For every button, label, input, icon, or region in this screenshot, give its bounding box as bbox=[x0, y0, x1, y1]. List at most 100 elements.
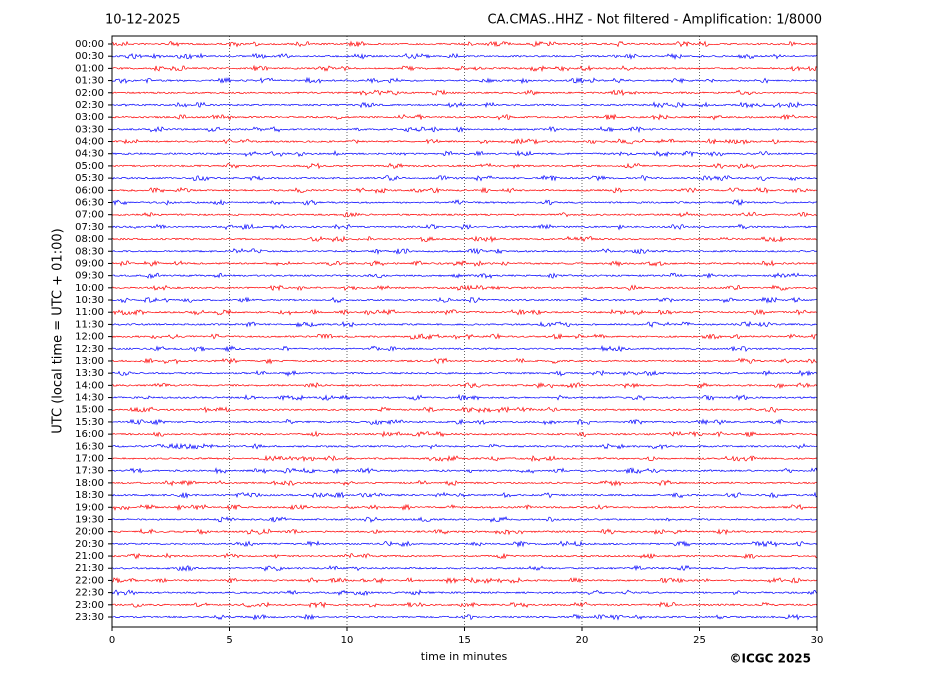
trace bbox=[111, 284, 818, 292]
y-axis-label: UTC (local time = UTC + 01:00) bbox=[51, 228, 66, 433]
y-tick-label: 04:30 bbox=[75, 149, 104, 160]
trace bbox=[111, 540, 818, 548]
plot-frame bbox=[111, 35, 818, 628]
trace bbox=[111, 198, 818, 206]
y-tick-label: 14:00 bbox=[75, 380, 104, 391]
y-tick-label: 05:30 bbox=[75, 173, 104, 184]
y-tick-label: 18:00 bbox=[75, 478, 104, 489]
y-tick-label: 08:00 bbox=[75, 234, 104, 245]
y-tick-label: 19:00 bbox=[75, 502, 104, 513]
trace bbox=[111, 369, 818, 377]
y-tick-label: 17:00 bbox=[75, 454, 104, 465]
trace bbox=[111, 552, 818, 560]
y-tick-label: 07:30 bbox=[75, 222, 104, 233]
y-tick-label: 16:30 bbox=[75, 441, 104, 452]
x-tick-label: 25 bbox=[693, 635, 706, 646]
trace bbox=[111, 235, 818, 243]
trace bbox=[111, 211, 818, 218]
trace bbox=[111, 40, 818, 48]
y-tick-label: 21:30 bbox=[75, 563, 104, 574]
y-tick-label: 18:30 bbox=[75, 490, 104, 501]
y-tick-label: 23:30 bbox=[75, 612, 104, 623]
y-tick-label: 12:30 bbox=[75, 344, 104, 355]
y-tick-label: 03:30 bbox=[75, 124, 104, 135]
y-tick-label: 06:30 bbox=[75, 197, 104, 208]
trace bbox=[111, 516, 818, 524]
trace bbox=[111, 320, 818, 328]
trace bbox=[111, 101, 818, 109]
trace bbox=[111, 52, 818, 61]
y-tick-label: 13:30 bbox=[75, 368, 104, 379]
trace bbox=[111, 601, 818, 609]
x-tick-label: 20 bbox=[576, 635, 589, 646]
trace bbox=[111, 332, 818, 341]
x-axis-label: time in minutes bbox=[421, 650, 508, 663]
chart-title: CA.CMAS..HHZ - Not filtered - Amplificat… bbox=[487, 13, 822, 28]
trace bbox=[111, 479, 818, 487]
y-tick-label: 20:00 bbox=[75, 527, 104, 538]
trace bbox=[111, 150, 818, 158]
x-tick-label: 10 bbox=[341, 635, 354, 646]
y-tick-label: 01:00 bbox=[75, 63, 104, 74]
trace bbox=[111, 345, 817, 353]
y-tick-label: 01:30 bbox=[75, 76, 104, 87]
y-tick-label: 06:00 bbox=[75, 185, 104, 196]
y-tick-label: 20:30 bbox=[75, 539, 104, 550]
trace bbox=[111, 162, 818, 170]
y-tick-label: 05:00 bbox=[75, 161, 104, 172]
x-tick-label: 0 bbox=[109, 635, 115, 646]
trace bbox=[111, 503, 818, 512]
y-tick-label: 00:00 bbox=[75, 39, 104, 50]
y-tick-label: 13:00 bbox=[75, 356, 104, 367]
trace bbox=[111, 613, 818, 621]
y-tick-label: 14:30 bbox=[75, 393, 104, 404]
trace bbox=[111, 589, 818, 597]
trace bbox=[111, 126, 818, 134]
trace bbox=[112, 418, 818, 426]
y-tick-label: 17:30 bbox=[75, 466, 104, 477]
trace bbox=[111, 430, 818, 438]
x-tick-label: 5 bbox=[226, 635, 232, 646]
trace bbox=[111, 247, 818, 255]
trace bbox=[111, 113, 818, 121]
trace bbox=[111, 442, 818, 451]
y-tick-label: 16:00 bbox=[75, 429, 104, 440]
y-tick-label: 15:00 bbox=[75, 405, 104, 416]
trace bbox=[111, 454, 818, 463]
trace bbox=[111, 467, 818, 475]
y-tick-label: 22:00 bbox=[75, 575, 104, 586]
trace bbox=[111, 491, 818, 499]
trace bbox=[111, 272, 818, 280]
y-tick-label: 11:00 bbox=[75, 307, 104, 318]
y-tick-label: 02:00 bbox=[75, 88, 104, 99]
x-tick-label: 30 bbox=[811, 635, 824, 646]
y-tick-label: 15:30 bbox=[75, 417, 104, 428]
y-tick-label: 10:30 bbox=[75, 295, 104, 306]
trace bbox=[111, 89, 818, 97]
y-tick-label: 02:30 bbox=[75, 100, 104, 111]
y-tick-label: 07:00 bbox=[75, 210, 104, 221]
y-tick-label: 00:30 bbox=[75, 51, 104, 62]
trace bbox=[111, 186, 818, 194]
x-tick-label: 15 bbox=[458, 635, 471, 646]
y-tick-label: 11:30 bbox=[75, 319, 104, 330]
y-tick-label: 19:30 bbox=[75, 514, 104, 525]
y-tick-label: 04:00 bbox=[75, 137, 104, 148]
trace bbox=[111, 393, 817, 402]
y-tick-label: 22:30 bbox=[75, 588, 104, 599]
y-tick-label: 12:00 bbox=[75, 332, 104, 343]
y-tick-label: 09:30 bbox=[75, 271, 104, 282]
trace bbox=[111, 223, 818, 231]
trace bbox=[111, 528, 818, 536]
trace bbox=[111, 308, 818, 316]
y-tick-label: 10:00 bbox=[75, 283, 104, 294]
trace bbox=[111, 576, 818, 585]
y-tick-label: 21:00 bbox=[75, 551, 104, 562]
trace bbox=[111, 357, 818, 365]
trace bbox=[111, 259, 818, 268]
trace bbox=[112, 138, 818, 145]
trace bbox=[111, 564, 818, 572]
trace bbox=[111, 405, 818, 414]
